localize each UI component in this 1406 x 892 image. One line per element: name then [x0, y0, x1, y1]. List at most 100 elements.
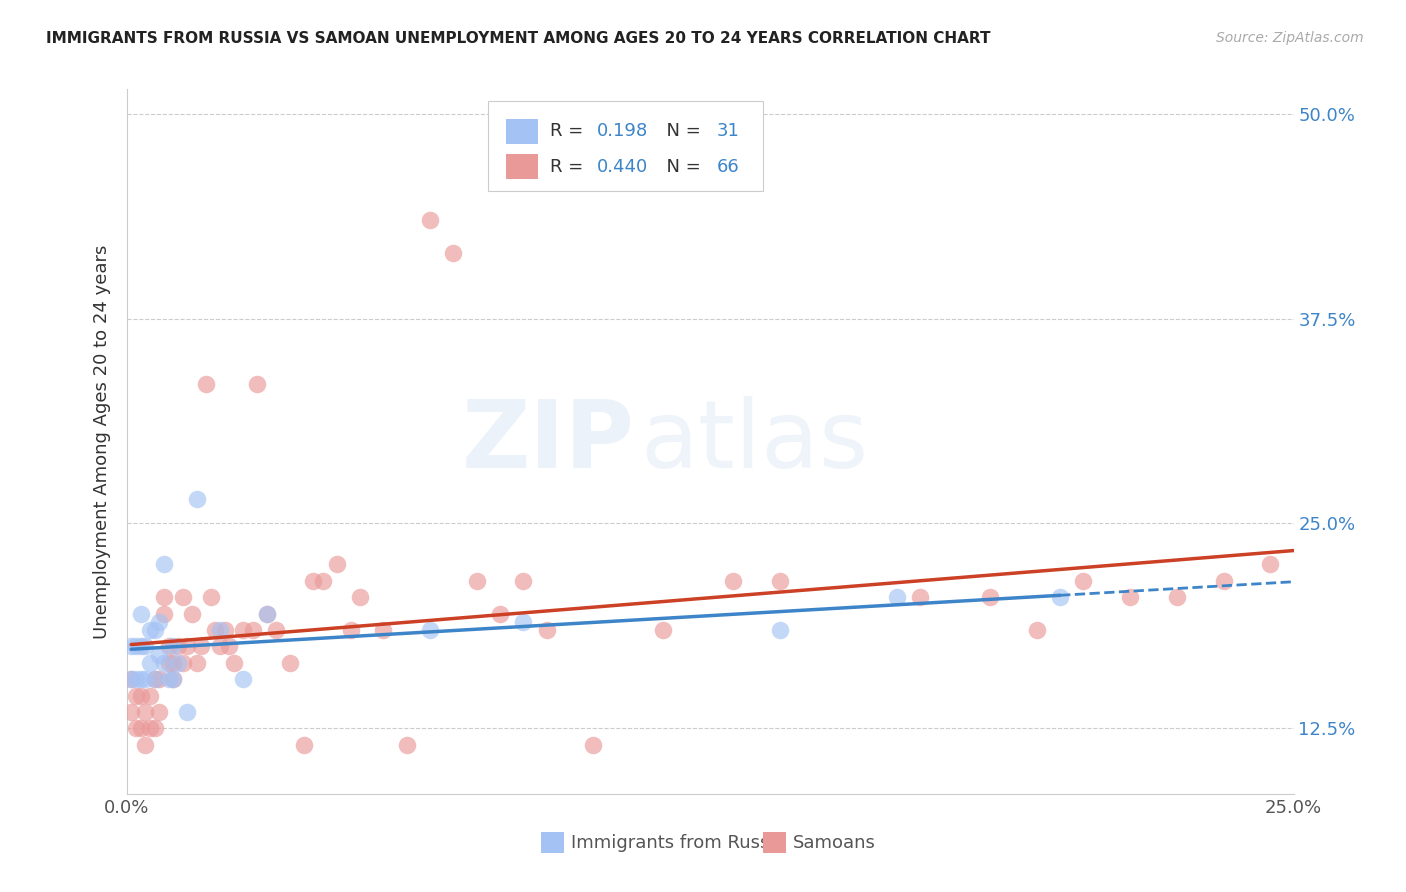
Point	[120, 672, 142, 686]
Point	[1073, 574, 1095, 588]
Point	[120, 705, 142, 719]
Point	[172, 656, 194, 670]
Point	[204, 623, 226, 637]
FancyBboxPatch shape	[506, 119, 538, 145]
Point	[292, 738, 315, 752]
Point	[129, 672, 152, 686]
Point	[134, 672, 156, 686]
Point	[172, 591, 194, 605]
FancyBboxPatch shape	[541, 832, 564, 853]
Text: Samoans: Samoans	[793, 833, 876, 852]
Text: N =: N =	[655, 122, 707, 140]
Point	[419, 213, 441, 227]
Point	[157, 640, 180, 654]
Point	[1025, 623, 1047, 637]
Point	[218, 640, 240, 654]
Point	[194, 377, 217, 392]
Text: 0.198: 0.198	[596, 122, 648, 140]
Point	[1258, 558, 1281, 572]
Point	[886, 591, 908, 605]
Point	[1166, 591, 1188, 605]
Point	[167, 640, 190, 654]
Point	[441, 246, 464, 260]
Point	[125, 640, 148, 654]
Point	[153, 591, 176, 605]
Point	[139, 689, 162, 703]
Text: 31: 31	[717, 122, 740, 140]
Point	[278, 656, 301, 670]
Text: 66: 66	[717, 158, 740, 176]
Point	[129, 640, 152, 654]
Text: R =: R =	[550, 122, 589, 140]
Point	[143, 672, 166, 686]
Point	[373, 623, 395, 637]
Point	[1212, 574, 1234, 588]
Point	[222, 656, 245, 670]
Point	[176, 640, 198, 654]
FancyBboxPatch shape	[506, 154, 538, 179]
Point	[186, 656, 208, 670]
Point	[339, 623, 361, 637]
Point	[242, 623, 264, 637]
Point	[325, 558, 347, 572]
Point	[148, 672, 170, 686]
Point	[148, 648, 170, 662]
Point	[129, 722, 152, 736]
Point	[139, 722, 162, 736]
Point	[512, 574, 534, 588]
Point	[153, 656, 176, 670]
Point	[190, 640, 212, 654]
FancyBboxPatch shape	[488, 101, 762, 192]
Point	[908, 591, 931, 605]
Point	[536, 623, 558, 637]
Point	[652, 623, 675, 637]
Point	[143, 672, 166, 686]
Point	[134, 738, 156, 752]
Point	[208, 623, 231, 637]
Point	[162, 672, 184, 686]
Point	[1119, 591, 1142, 605]
Point	[125, 672, 148, 686]
Point	[232, 623, 254, 637]
Point	[264, 623, 287, 637]
Point	[395, 738, 418, 752]
Point	[176, 705, 198, 719]
Point	[180, 607, 202, 621]
Point	[125, 722, 148, 736]
Point	[157, 672, 180, 686]
Point	[139, 656, 162, 670]
Point	[148, 705, 170, 719]
Point	[200, 591, 222, 605]
Point	[167, 656, 190, 670]
Point	[125, 689, 148, 703]
Point	[582, 738, 605, 752]
Text: ZIP: ZIP	[461, 395, 634, 488]
Text: 0.440: 0.440	[596, 158, 648, 176]
Point	[157, 656, 180, 670]
Point	[134, 640, 156, 654]
Point	[120, 672, 142, 686]
Point	[723, 574, 745, 588]
Point	[489, 607, 512, 621]
Point	[302, 574, 325, 588]
Point	[186, 491, 208, 506]
Text: N =: N =	[655, 158, 707, 176]
Point	[256, 607, 278, 621]
Point	[148, 615, 170, 629]
Point	[512, 615, 534, 629]
Text: Immigrants from Russia: Immigrants from Russia	[571, 833, 786, 852]
Point	[465, 574, 488, 588]
Point	[769, 574, 792, 588]
Point	[208, 640, 231, 654]
Point	[349, 591, 371, 605]
Text: atlas: atlas	[640, 395, 869, 488]
Point	[139, 623, 162, 637]
Point	[129, 607, 152, 621]
Point	[769, 623, 792, 637]
Point	[153, 607, 176, 621]
Point	[979, 591, 1001, 605]
Point	[162, 640, 184, 654]
Point	[214, 623, 236, 637]
Point	[162, 672, 184, 686]
FancyBboxPatch shape	[762, 832, 786, 853]
